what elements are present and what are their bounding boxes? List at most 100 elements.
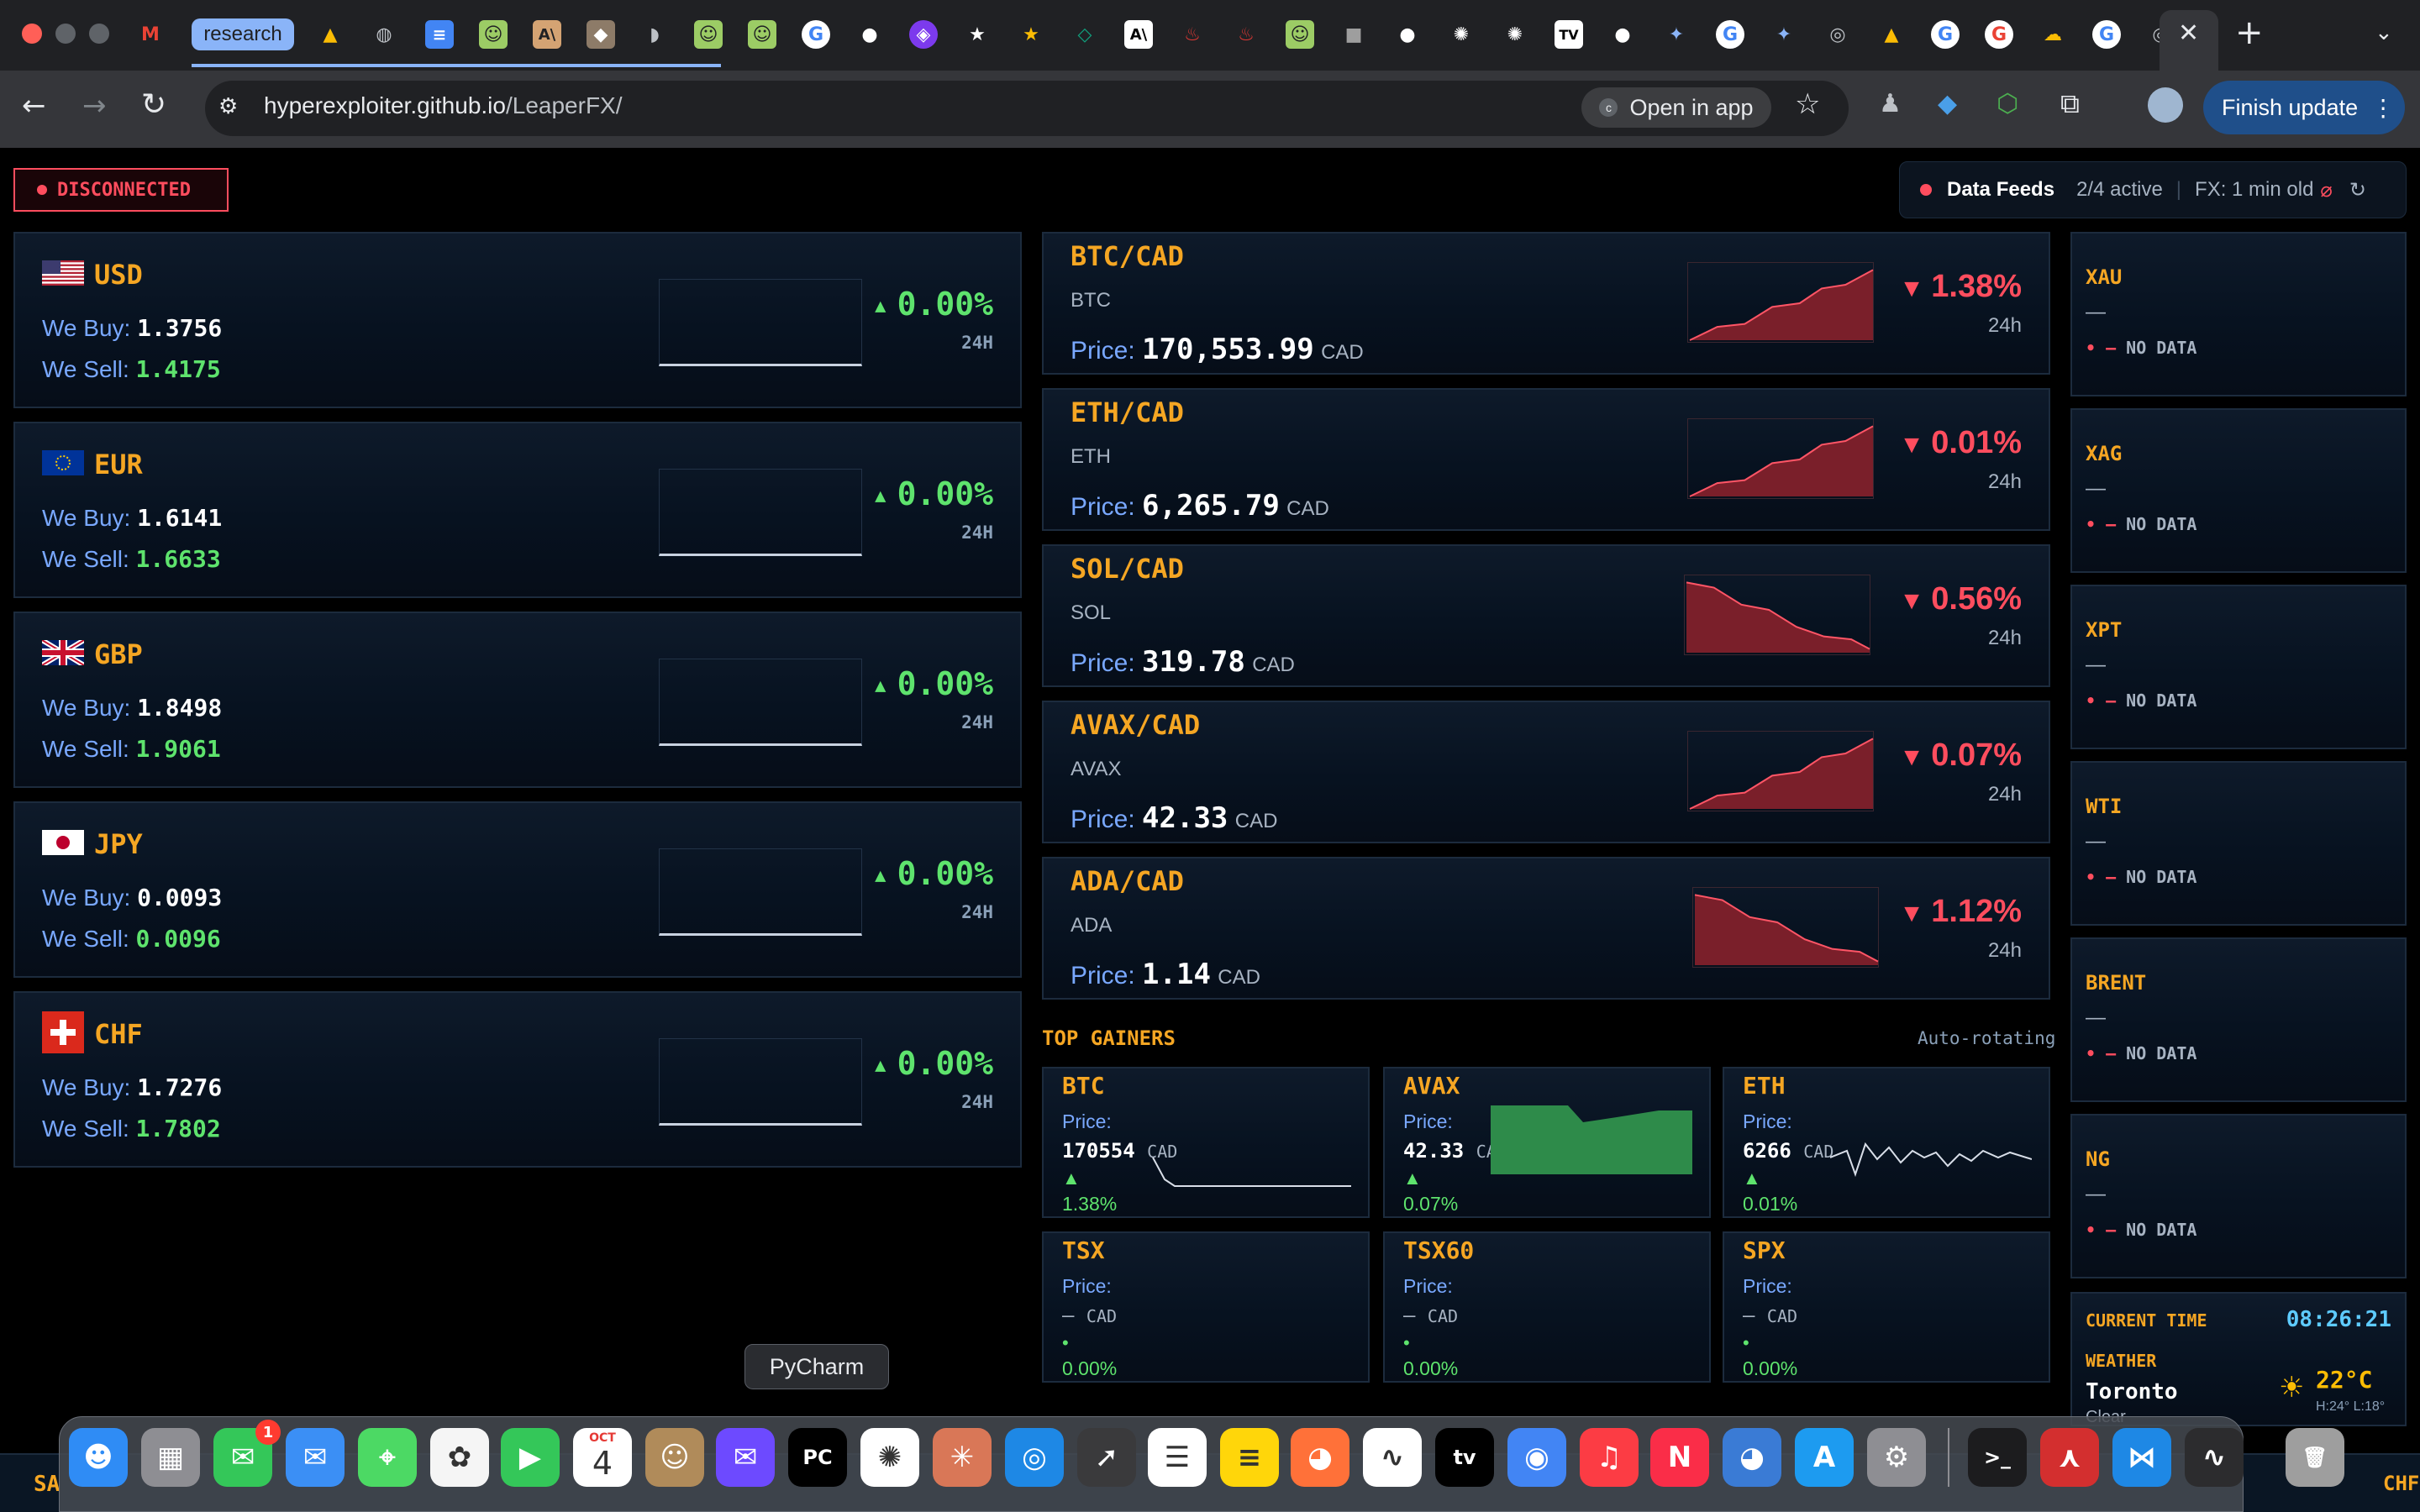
- extensions-puzzle-icon[interactable]: ⧉: [2060, 87, 2080, 119]
- close-tab-icon[interactable]: ✕: [2178, 18, 2200, 48]
- reminders-icon[interactable]: ☰: [1148, 1428, 1207, 1487]
- messages-icon[interactable]: ✉ 1: [213, 1420, 281, 1487]
- drive-tab-icon[interactable]: ▲: [323, 24, 338, 45]
- warning-tab-icon[interactable]: ▲: [1884, 24, 1899, 45]
- gainer-card-tsx60[interactable]: TSX60 Price: — CAD • 0.00%: [1383, 1231, 1711, 1383]
- layers-tab-icon[interactable]: ◇: [1077, 24, 1092, 45]
- pycharm-icon[interactable]: PC: [788, 1428, 847, 1487]
- cloud-tab-icon[interactable]: ☁: [2044, 24, 2062, 45]
- safari-icon[interactable]: ◎: [1005, 1428, 1064, 1487]
- google-tab-icon[interactable]: G: [1716, 20, 1744, 49]
- google-tab-icon[interactable]: G: [1985, 20, 2013, 49]
- system-settings-icon[interactable]: ⚙: [1867, 1428, 1926, 1487]
- tradingview-tab-icon[interactable]: TV: [1555, 20, 1583, 49]
- proton-mail-icon[interactable]: ✉: [716, 1428, 775, 1487]
- acrobat-icon[interactable]: ⋏: [2040, 1428, 2099, 1487]
- open-in-app-button[interactable]: c Open in app: [1581, 87, 1771, 128]
- crypto-card-avax[interactable]: AVAX/CAD AVAX Price: 42.33 CAD ▼ 0.07% 24h: [1042, 701, 2050, 843]
- currency-card-jpy[interactable]: JPY We Buy: 0.0093 We Sell: 0.0096 ▲ 0.00% 2…: [13, 801, 1022, 978]
- vscode-icon[interactable]: ⋈: [2112, 1428, 2171, 1487]
- gemini-tab-icon[interactable]: ✦: [1776, 24, 1792, 45]
- music-icon[interactable]: ♫: [1580, 1428, 1639, 1487]
- activity-monitor-icon[interactable]: ∿: [2185, 1428, 2244, 1487]
- rocket-icon[interactable]: ➚: [1077, 1428, 1136, 1487]
- address-bar[interactable]: [205, 81, 1849, 136]
- finish-update-button[interactable]: Finish update ⋮: [2203, 81, 2405, 134]
- forward-icon[interactable]: →: [82, 89, 107, 123]
- crypto-card-ada[interactable]: ADA/CAD ADA Price: 1.14 CAD ▼ 1.12% 24h: [1042, 857, 2050, 1000]
- image-tab-icon[interactable]: ◆: [587, 20, 615, 49]
- profile-avatar[interactable]: [2148, 87, 2183, 123]
- docs-tab-icon[interactable]: ≡: [425, 20, 454, 49]
- commodity-card-brent[interactable]: BRENT — • — NO DATA: [2070, 937, 2407, 1102]
- calendar-icon[interactable]: OCT 4: [573, 1428, 632, 1487]
- new-tab-icon[interactable]: +: [2235, 13, 2264, 52]
- notes-icon[interactable]: ≡: [1220, 1428, 1279, 1487]
- gainer-card-spx[interactable]: SPX Price: — CAD • 0.00%: [1723, 1231, 2050, 1383]
- claude-icon[interactable]: ✳: [933, 1428, 992, 1487]
- github-tab-icon[interactable]: ●: [1614, 24, 1631, 45]
- commodity-card-xag[interactable]: XAG — • — NO DATA: [2070, 408, 2407, 573]
- google-tab-icon[interactable]: G: [2092, 20, 2121, 49]
- anthropic-tab-icon[interactable]: A\: [1124, 20, 1153, 49]
- smiley-tab-icon[interactable]: ☺: [1286, 20, 1314, 49]
- gainer-card-btc[interactable]: BTC Price: 170554 CAD ▲ 1.38%: [1042, 1067, 1370, 1218]
- news-icon[interactable]: N: [1650, 1428, 1709, 1487]
- terminal-icon[interactable]: >_: [1968, 1428, 2027, 1487]
- extension-diamond-icon[interactable]: ◆: [1938, 89, 1958, 118]
- bookmark-star-icon[interactable]: ☆: [1795, 87, 1821, 121]
- shield-tab-icon[interactable]: ◈: [909, 20, 938, 49]
- firefox-dev-icon[interactable]: ◕: [1723, 1428, 1781, 1487]
- anthropic-tab-icon[interactable]: A\: [533, 20, 561, 49]
- gainer-card-eth[interactable]: ETH Price: 6266 CAD ▲ 0.01%: [1723, 1067, 2050, 1218]
- github-tab-icon[interactable]: ●: [861, 24, 878, 45]
- close-window-button[interactable]: [22, 24, 42, 44]
- gmail-tab-icon[interactable]: M: [141, 24, 160, 45]
- extension-hex-icon[interactable]: ⬡: [1996, 89, 2019, 118]
- active-tab[interactable]: [2160, 10, 2218, 71]
- app-store-icon[interactable]: A: [1795, 1428, 1854, 1487]
- launchpad-icon[interactable]: ▦: [141, 1428, 200, 1487]
- currency-card-eur[interactable]: EUR We Buy: 1.6141 We Sell: 1.6633 ▲ 0.00% 2…: [13, 422, 1022, 598]
- reload-icon[interactable]: ↻: [141, 87, 167, 122]
- openai-tab-icon[interactable]: ✺: [1453, 24, 1470, 45]
- smiley-tab-icon[interactable]: ☺: [479, 20, 508, 49]
- flame-tab-icon[interactable]: ♨: [1184, 24, 1201, 45]
- crypto-card-eth[interactable]: ETH/CAD ETH Price: 6,265.79 CAD ▼ 0.01% 24h: [1042, 388, 2050, 531]
- openai-tab-icon[interactable]: ✺: [1507, 24, 1523, 45]
- commodity-card-ng[interactable]: NG — • — NO DATA: [2070, 1114, 2407, 1278]
- globe-tab-icon[interactable]: ◍: [376, 24, 392, 45]
- currency-card-usd[interactable]: USD We Buy: 1.3756 We Sell: 1.4175 ▲ 0.00% 2…: [13, 232, 1022, 408]
- chrome-icon[interactable]: ◉: [1507, 1428, 1566, 1487]
- extension-icon[interactable]: ♟: [1879, 89, 1902, 118]
- gemini-tab-icon[interactable]: ✦: [1668, 24, 1685, 45]
- data-feeds-panel[interactable]: Data Feeds 2/4 active | FX: 1 min old ⌀ …: [1899, 161, 2407, 218]
- currency-card-chf[interactable]: CHF We Buy: 1.7276 We Sell: 1.7802 ▲ 0.00% 2…: [13, 991, 1022, 1168]
- commodity-card-xpt[interactable]: XPT — • — NO DATA: [2070, 585, 2407, 749]
- firefox-icon[interactable]: ◕: [1291, 1428, 1349, 1487]
- gainer-card-tsx[interactable]: TSX Price: — CAD • 0.00%: [1042, 1231, 1370, 1383]
- photos-icon[interactable]: ✿: [430, 1428, 489, 1487]
- maps-icon[interactable]: ⌖: [358, 1428, 417, 1487]
- minimize-window-button[interactable]: [55, 24, 76, 44]
- star-tab-icon[interactable]: ★: [1023, 24, 1039, 45]
- github-tab-icon[interactable]: ●: [1399, 24, 1416, 45]
- tab-group-research[interactable]: research: [192, 18, 294, 50]
- chrome-tab-icon[interactable]: ◎: [1829, 24, 1846, 45]
- crypto-card-sol[interactable]: SOL/CAD SOL Price: 319.78 CAD ▼ 0.56% 24h: [1042, 544, 2050, 687]
- refresh-icon[interactable]: ↻: [2349, 178, 2366, 202]
- more-menu-icon[interactable]: ⋮: [2371, 94, 2396, 121]
- commodity-card-xau[interactable]: XAU — • — NO DATA: [2070, 232, 2407, 396]
- crypto-card-btc[interactable]: BTC/CAD BTC Price: 170,553.99 CAD ▼ 1.38% 24…: [1042, 232, 2050, 375]
- site-info-icon[interactable]: ⚙: [218, 94, 239, 119]
- commodity-card-wti[interactable]: WTI — • — NO DATA: [2070, 761, 2407, 926]
- mail-icon[interactable]: ✉: [286, 1428, 345, 1487]
- google-tab-icon[interactable]: G: [1931, 20, 1960, 49]
- facetime-icon[interactable]: ▶: [501, 1428, 560, 1487]
- trash-icon[interactable]: 🗑: [2286, 1428, 2344, 1487]
- google-tab-icon[interactable]: G: [802, 20, 830, 49]
- seal-tab-icon[interactable]: ◗: [650, 24, 660, 45]
- back-icon[interactable]: ←: [22, 89, 46, 123]
- freeform-icon[interactable]: ∿: [1363, 1428, 1422, 1487]
- maximize-window-button[interactable]: [89, 24, 109, 44]
